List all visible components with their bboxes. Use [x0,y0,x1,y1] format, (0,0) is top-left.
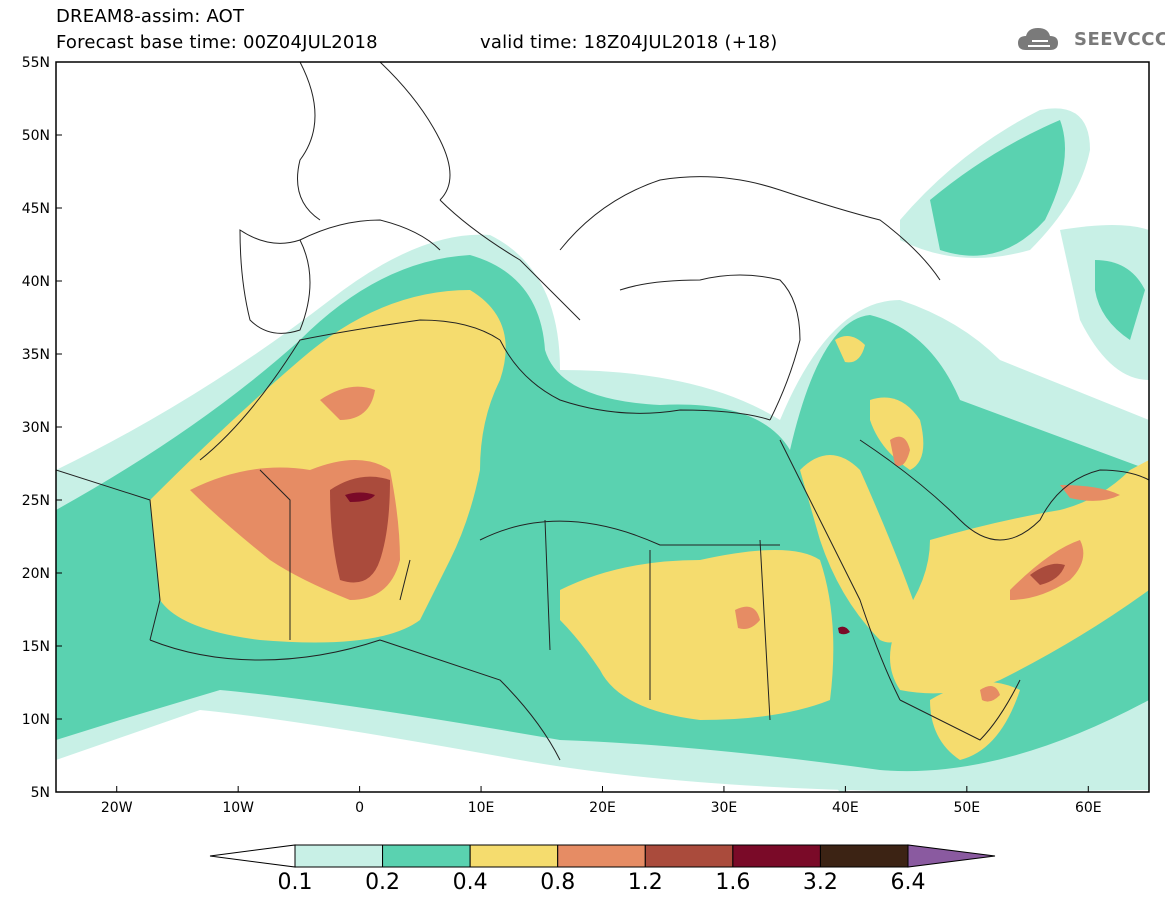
lat-tick-label: 40N [22,274,50,290]
lat-tick-label: 30N [22,420,50,436]
colorbar-label: 0.2 [365,870,401,895]
lon-tick-label: 50E [953,800,980,816]
colorbar-label: 1.6 [715,870,751,895]
colorbar-label: 3.2 [802,870,838,895]
longitude-axis: 20W 10W 0 10E 20E 30E 40E 50E 60E [101,786,1102,816]
lat-tick-label: 15N [22,639,50,655]
forecast-base-time: Forecast base time: 00Z04JUL2018 [56,32,378,53]
lon-tick-label: 20W [101,800,133,816]
cloud-logo-icon [1018,28,1058,50]
lat-tick-label: 50N [22,128,50,144]
aot-field [56,62,1149,792]
lon-tick-label: 40E [832,800,859,816]
lat-tick-label: 45N [22,201,50,217]
lat-tick-label: 5N [31,785,50,801]
logo-text: SEEVCCC [1074,29,1165,50]
map-title: DREAM8-assim: AOT [56,6,245,27]
lat-tick-label: 55N [22,55,50,71]
lon-tick-label: 60E [1075,800,1102,816]
lat-tick-label: 35N [22,347,50,363]
lon-tick-label: 20E [589,800,616,816]
lat-tick-label: 20N [22,566,50,582]
latitude-axis: 5N 10N 15N 20N 25N 30N 35N 40N 45N 50N 55N [22,55,62,801]
colorbar-label: 6.4 [890,870,926,895]
lon-tick-label: 10W [222,800,254,816]
lat-tick-label: 10N [22,712,50,728]
colorbar-label: 0.8 [540,870,576,895]
lon-tick-label: 10E [468,800,495,816]
colorbar-label: 1.2 [627,870,663,895]
lat-tick-label: 25N [22,493,50,509]
valid-time: valid time: 18Z04JUL2018 (+18) [480,32,778,53]
lon-tick-label: 0 [355,800,364,816]
lon-tick-label: 30E [711,800,738,816]
colorbar-label: 0.4 [452,870,488,895]
colorbar-label: 0.1 [277,870,313,895]
